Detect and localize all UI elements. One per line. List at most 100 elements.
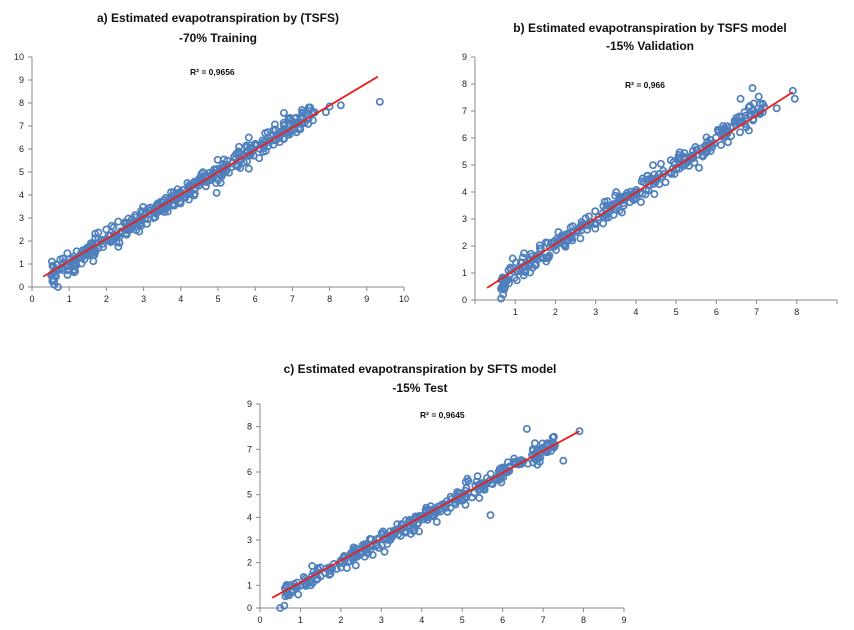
data-point (192, 181, 201, 190)
data-point (386, 536, 395, 544)
x-tick-label: 5 (674, 307, 679, 317)
x-tick-label: 3 (379, 615, 384, 625)
data-point (495, 464, 504, 473)
data-point (535, 241, 544, 250)
data-point (109, 223, 118, 232)
data-point (270, 120, 279, 129)
data-point (308, 116, 317, 125)
data-point (325, 570, 334, 579)
x-tick-label: 8 (327, 294, 332, 304)
data-point (538, 439, 547, 448)
y-tick-label: 8 (19, 98, 24, 108)
data-point (698, 151, 707, 160)
x-tick-label: 1 (298, 615, 303, 625)
data-point (586, 218, 595, 227)
data-point (63, 270, 72, 279)
x-tick-label: 9 (364, 294, 369, 304)
x-tick-label: 7 (541, 615, 546, 625)
data-point (675, 148, 684, 157)
data-point (480, 484, 489, 492)
data-point (640, 178, 649, 187)
data-point (325, 563, 334, 572)
y-tick-label: 5 (247, 490, 252, 500)
y-tick-label: 5 (19, 167, 24, 177)
y-tick-label: 4 (247, 512, 252, 522)
data-point (735, 112, 744, 121)
data-point (498, 273, 507, 282)
data-point (63, 249, 72, 258)
x-tick-label: 8 (794, 307, 799, 317)
data-point (591, 219, 600, 228)
data-point (542, 253, 551, 262)
data-point (559, 456, 568, 465)
y-tick-label: 8 (247, 422, 252, 432)
data-point (248, 147, 257, 156)
data-point (136, 218, 145, 227)
chart-svg: a) Estimated evapotranspiration by (TSFS… (14, 11, 409, 304)
data-point (552, 246, 560, 254)
chart-title: a) Estimated evapotranspiration by (TSFS… (97, 11, 339, 25)
x-tick-label: 6 (500, 615, 505, 625)
data-point (285, 130, 294, 139)
data-point (575, 427, 584, 436)
r-squared-label: R² = 0,966 (625, 80, 665, 90)
data-point (551, 441, 559, 450)
y-tick-label: 10 (14, 52, 24, 62)
data-point (661, 178, 670, 187)
data-point (153, 199, 162, 208)
x-tick-label: 6 (714, 307, 719, 317)
data-point (591, 207, 600, 216)
chart-c: c) Estimated evapotranspiration by SFTS … (220, 355, 640, 630)
data-point (475, 494, 484, 502)
data-point (499, 290, 508, 299)
trendline (271, 430, 580, 599)
data-point (649, 161, 657, 170)
data-point (486, 511, 495, 520)
data-point (568, 236, 577, 245)
data-point (754, 92, 763, 101)
data-point (463, 474, 472, 483)
y-tick-label: 9 (247, 399, 252, 409)
y-tick-label: 0 (247, 603, 252, 613)
data-point (559, 240, 568, 249)
data-point (520, 249, 529, 258)
y-tick-label: 3 (19, 213, 24, 223)
x-tick-label: 6 (253, 294, 258, 304)
x-tick-label: 2 (338, 615, 343, 625)
data-point (576, 234, 585, 243)
data-point (504, 458, 512, 467)
data-point (630, 194, 639, 203)
chart-title: b) Estimated evapotranspiration by TSFS … (513, 21, 786, 35)
data-point (51, 265, 60, 274)
data-point (788, 86, 797, 95)
data-point (415, 514, 424, 523)
x-tick-label: 7 (754, 307, 759, 317)
data-point (529, 458, 538, 467)
y-tick-label: 9 (19, 75, 24, 85)
x-tick-label: 3 (141, 294, 146, 304)
data-point (48, 276, 57, 285)
trendline (42, 75, 379, 278)
x-tick-label: 0 (257, 615, 262, 625)
data-point (239, 158, 248, 167)
chart-subtitle: -15% Validation (606, 39, 694, 53)
data-point (205, 172, 214, 181)
data-point (736, 94, 745, 103)
data-point (612, 188, 621, 197)
data-point (107, 221, 116, 230)
y-tick-label: 5 (462, 160, 467, 170)
data-point (366, 546, 375, 554)
data-point (86, 239, 95, 248)
chart-subtitle: -70% Training (179, 31, 257, 45)
y-tick-label: 2 (19, 236, 24, 246)
data-point (114, 217, 123, 226)
data-point (656, 159, 665, 168)
data-point (690, 158, 699, 167)
data-point (648, 177, 657, 186)
y-tick-label: 0 (462, 295, 467, 305)
data-point (132, 222, 141, 231)
chart-subtitle: -15% Test (392, 381, 447, 395)
data-point (168, 201, 177, 210)
data-point (232, 150, 241, 158)
data-point (432, 517, 441, 526)
